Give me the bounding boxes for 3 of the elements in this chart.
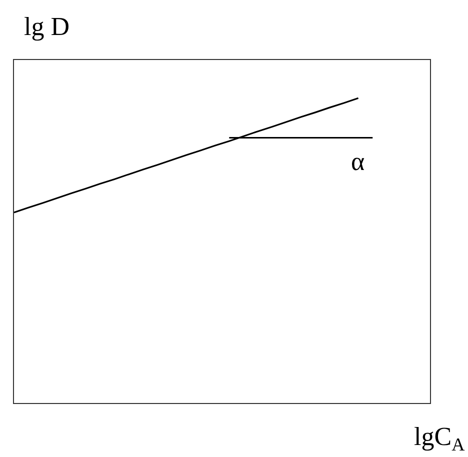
y-axis-title: lg D bbox=[24, 12, 70, 41]
x-axis-title: lgC$_{A}$ bbox=[414, 422, 465, 454]
annotation: α bbox=[351, 147, 365, 176]
